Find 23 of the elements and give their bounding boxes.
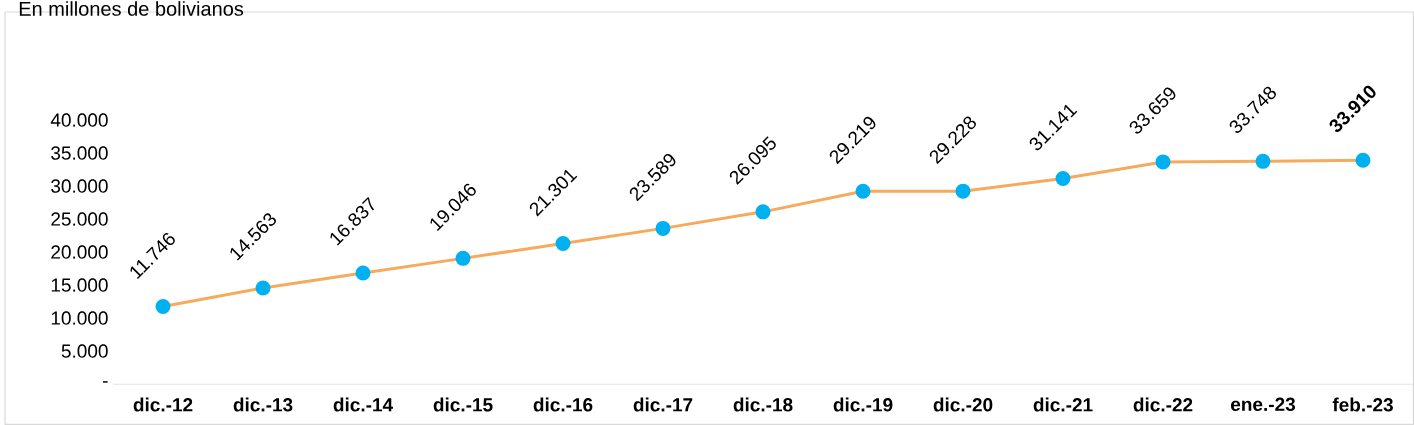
x-tick-label: ene.-23 <box>1231 397 1296 412</box>
x-tick-label: dic.-19 <box>833 397 893 412</box>
chart-title: En millones de bolivianos <box>19 1 244 16</box>
y-tick-label: 5.000 <box>61 344 108 358</box>
x-tick-label: dic.-12 <box>133 397 193 412</box>
x-tick-label: dic.-20 <box>933 397 993 412</box>
y-tick-label: 30.000 <box>51 179 108 193</box>
y-tick-label: 20.000 <box>51 245 108 259</box>
x-tick-label: dic.-14 <box>333 397 394 412</box>
y-tick-label: 25.000 <box>51 212 108 226</box>
y-tick-label: - <box>103 381 108 383</box>
x-tick-label: dic.-13 <box>233 397 293 412</box>
x-tick-label: dic.-16 <box>533 397 593 412</box>
x-tick-label: dic.-15 <box>433 397 493 412</box>
x-tick-label: dic.-21 <box>1033 397 1093 412</box>
y-tick-label: 40.000 <box>50 113 108 127</box>
x-tick-label: dic.-22 <box>1133 397 1193 412</box>
x-tick-label: dic.-18 <box>733 397 793 412</box>
y-tick-label: 35.000 <box>51 146 108 160</box>
x-tick-label: dic.-17 <box>633 397 693 412</box>
y-tick-label: 15.000 <box>51 278 108 292</box>
x-tick-label: feb.-23 <box>1332 397 1393 412</box>
y-tick-label: 10.000 <box>51 311 108 325</box>
